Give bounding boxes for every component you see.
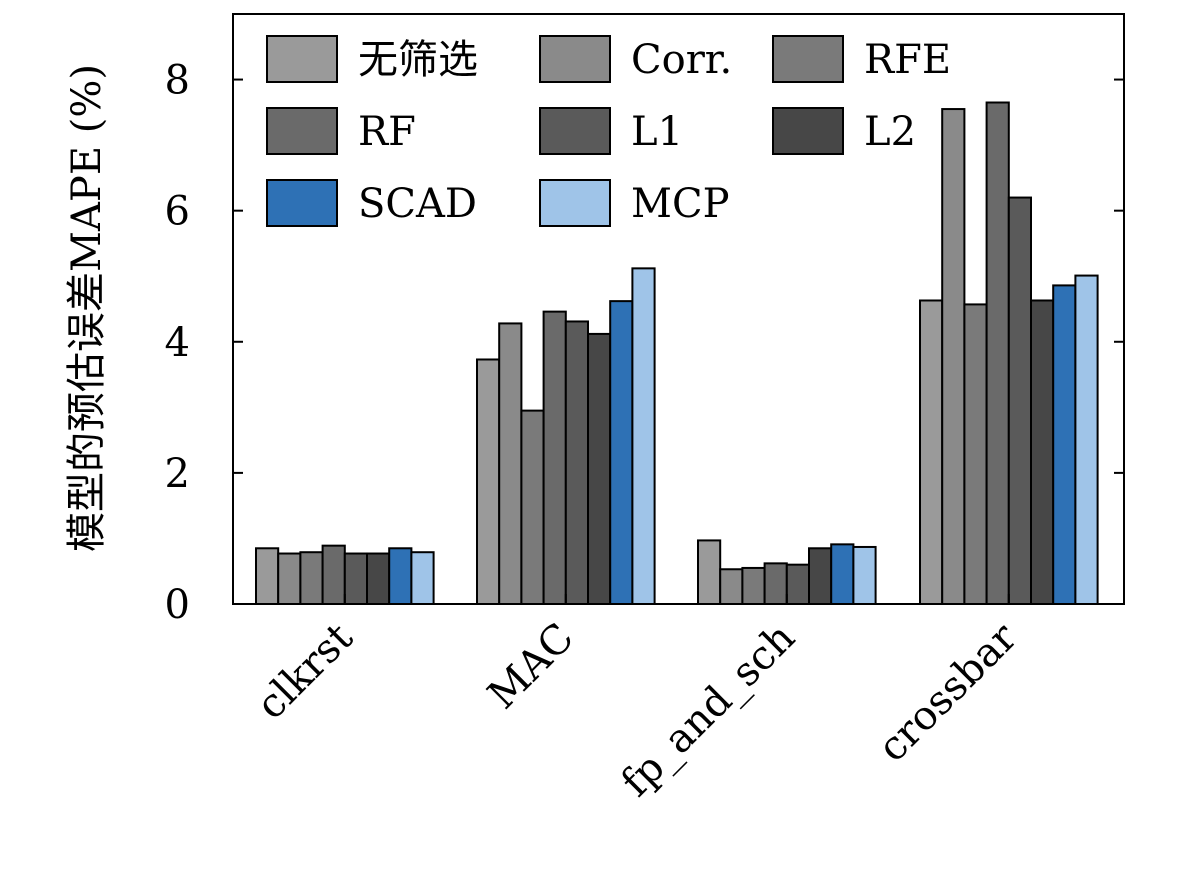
bar-fp_and_sch-Corr.	[719, 568, 744, 605]
legend-swatch-SCAD	[266, 179, 338, 227]
bar-crossbar-SCAD	[1052, 284, 1077, 605]
bar-fp_and_sch-RF	[763, 562, 788, 605]
bar-crossbar-无筛选	[919, 299, 944, 605]
bar-fp_and_sch-MCP	[852, 545, 877, 606]
legend-label-Corr.: Corr.	[631, 37, 732, 83]
legend-label-RFE: RFE	[864, 37, 951, 83]
y-tick-label: 8	[165, 58, 190, 104]
bar-MAC-Corr.	[498, 322, 523, 605]
x-tick-label-crossbar: crossbar	[869, 614, 1026, 771]
legend-swatch-L1	[539, 107, 611, 155]
bar-fp_and_sch-SCAD	[830, 543, 855, 605]
bar-clkrst-RFE	[299, 551, 324, 606]
legend: 无筛选 Corr. RFE RF L1 L2 SCAD MCP	[266, 35, 951, 227]
bar-clkrst-L1	[343, 552, 368, 605]
legend-label-RF: RF	[358, 109, 416, 155]
bar-clkrst-RF	[321, 544, 346, 606]
bar-MAC-无筛选	[476, 358, 501, 605]
bar-clkrst-SCAD	[388, 547, 413, 605]
bar-fp_and_sch-无筛选	[697, 539, 722, 606]
legend-label-L1: L1	[631, 109, 683, 155]
y-tick-label: 2	[165, 451, 190, 497]
legend-swatch-RFE	[772, 35, 844, 83]
bar-MAC-L1	[564, 320, 589, 605]
bar-crossbar-Corr.	[941, 108, 966, 606]
bars-group	[255, 101, 1099, 606]
bar-crossbar-RFE	[963, 303, 988, 605]
bar-crossbar-MCP	[1074, 274, 1099, 605]
plot-frame	[232, 13, 1125, 605]
y-tick-label: 6	[165, 189, 190, 235]
x-tick-label-MAC: MAC	[479, 615, 583, 719]
bar-clkrst-无筛选	[255, 547, 280, 605]
bar-MAC-RF	[542, 310, 567, 605]
bar-MAC-MCP	[631, 267, 656, 605]
bar-crossbar-RF	[985, 101, 1010, 605]
bar-crossbar-L1	[1007, 196, 1032, 606]
bar-MAC-RFE	[520, 409, 545, 605]
y-tick-label: 4	[165, 320, 190, 366]
bar-fp_and_sch-L1	[785, 563, 810, 606]
legend-label-无筛选: 无筛选	[358, 37, 478, 83]
bar-MAC-L2	[587, 332, 612, 605]
legend-swatch-Corr.	[539, 35, 611, 83]
x-tick-label-clkrst: clkrst	[248, 615, 362, 729]
bar-fp_and_sch-RFE	[741, 566, 766, 606]
legend-swatch-RF	[266, 107, 338, 155]
x-tick-label-fp_and_sch: fp_and_sch	[613, 615, 804, 806]
legend-label-L2: L2	[864, 109, 916, 155]
legend-swatch-无筛选	[266, 35, 338, 83]
y-axis-label: 模型的预估误差MAPE (%)	[64, 64, 110, 552]
bar-MAC-SCAD	[609, 300, 634, 605]
bar-crossbar-L2	[1030, 299, 1055, 605]
bar-clkrst-MCP	[410, 551, 435, 606]
legend-label-SCAD: SCAD	[358, 181, 477, 227]
bar-clkrst-L2	[366, 552, 391, 605]
legend-swatch-L2	[772, 107, 844, 155]
bar-clkrst-Corr.	[277, 552, 302, 605]
bar-fp_and_sch-L2	[808, 547, 833, 605]
legend-swatch-MCP	[539, 179, 611, 227]
legend-label-MCP: MCP	[631, 181, 729, 227]
y-tick-label: 0	[165, 582, 190, 628]
